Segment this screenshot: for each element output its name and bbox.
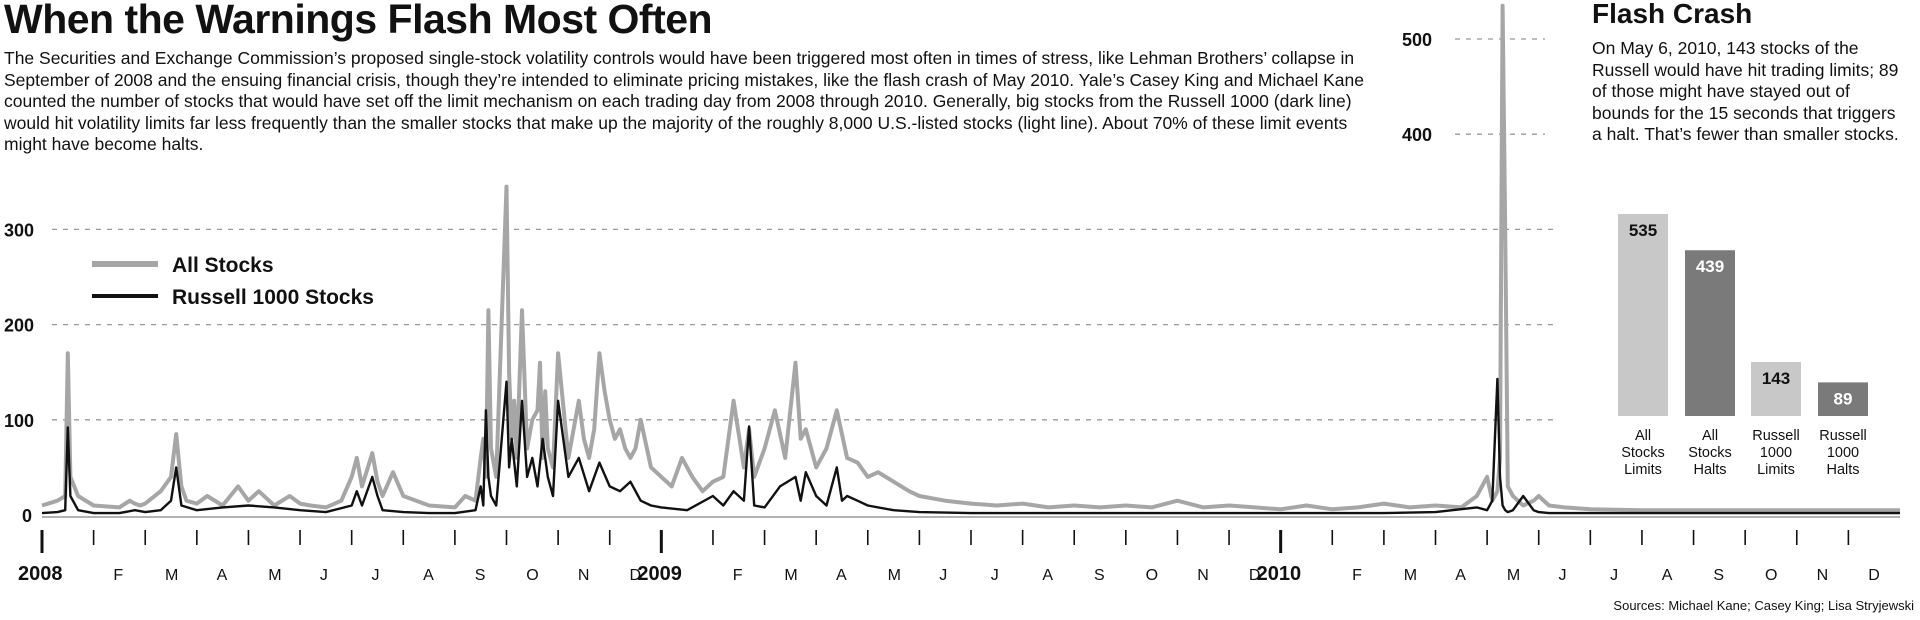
x-tick-label: J bbox=[320, 567, 328, 584]
legend-label-russell: Russell 1000 Stocks bbox=[172, 286, 374, 309]
y-tick-label: 0 bbox=[22, 506, 32, 526]
y-tick-label: 300 bbox=[4, 220, 34, 240]
x-tick-label: 2009 bbox=[637, 563, 682, 585]
bar-category-label: Russell bbox=[1752, 428, 1800, 444]
x-tick-label: F bbox=[733, 567, 743, 584]
x-tick-label: O bbox=[526, 567, 538, 584]
y-tick-label: 500 bbox=[1402, 30, 1432, 50]
y-tick-label: 200 bbox=[4, 316, 34, 336]
x-tick-label: O bbox=[1146, 567, 1158, 584]
x-tick-label: S bbox=[1713, 567, 1724, 584]
bar-value-label: 439 bbox=[1696, 257, 1724, 276]
x-tick-label: 2010 bbox=[1257, 563, 1302, 585]
x-tick-label: J bbox=[1559, 567, 1567, 584]
bar-category-label: Halts bbox=[1693, 462, 1726, 478]
x-tick-label: A bbox=[217, 567, 228, 584]
series-line-all-stocks bbox=[41, 3, 1900, 513]
sidebar-text: On May 6, 2010, 143 stocks of the Russel… bbox=[1592, 38, 1899, 144]
x-tick-label: J bbox=[939, 567, 947, 584]
bar-category-label: Limits bbox=[1624, 462, 1662, 478]
x-tick-label: D bbox=[1249, 567, 1261, 584]
x-tick-label: J bbox=[371, 567, 379, 584]
bar-value-label: 535 bbox=[1629, 221, 1657, 240]
bar-3 bbox=[1818, 382, 1868, 416]
intro-text: The Securities and Exchange Commission’s… bbox=[4, 48, 1364, 154]
x-tick-label: S bbox=[1094, 567, 1105, 584]
y-tick-label: 400 bbox=[1402, 125, 1432, 145]
bar-0 bbox=[1618, 214, 1668, 416]
x-tick-label: M bbox=[888, 567, 901, 584]
x-tick-label: A bbox=[1455, 567, 1466, 584]
bar-2 bbox=[1751, 362, 1801, 416]
bar-category-label: Limits bbox=[1757, 462, 1795, 478]
x-tick-label: A bbox=[1662, 567, 1673, 584]
x-tick-label: N bbox=[1817, 567, 1829, 584]
x-tick-label: J bbox=[991, 567, 999, 584]
bar-category-label: Stocks bbox=[1688, 445, 1732, 461]
bar-value-label: 143 bbox=[1762, 369, 1790, 388]
x-tick-label: J bbox=[1610, 567, 1618, 584]
sidebar-title: Flash Crash bbox=[1592, 0, 1753, 29]
x-tick-label: F bbox=[113, 567, 123, 584]
x-tick-label: M bbox=[1507, 567, 1520, 584]
x-tick-label: M bbox=[1404, 567, 1417, 584]
x-tick-label: D bbox=[630, 567, 642, 584]
x-tick-label: M bbox=[268, 567, 281, 584]
bar-1 bbox=[1685, 250, 1735, 416]
x-tick-label: O bbox=[1765, 567, 1777, 584]
bar-category-label: All bbox=[1702, 428, 1718, 444]
x-tick-label: N bbox=[578, 567, 590, 584]
series-line-russell-1000 bbox=[41, 377, 1900, 515]
bar-category-label: All bbox=[1635, 428, 1651, 444]
x-tick-label: D bbox=[1868, 567, 1880, 584]
x-tick-label: F bbox=[1352, 567, 1362, 584]
x-tick-label: 2008 bbox=[18, 563, 63, 585]
x-tick-label: A bbox=[423, 567, 434, 584]
y-tick-label: 100 bbox=[4, 411, 34, 431]
chart-title: When the Warnings Flash Most Often bbox=[4, 0, 713, 42]
bar-category-label: Halts bbox=[1826, 462, 1859, 478]
x-tick-label: N bbox=[1197, 567, 1209, 584]
x-tick-label: S bbox=[475, 567, 486, 584]
x-tick-label: A bbox=[836, 567, 847, 584]
bar-category-label: Stocks bbox=[1621, 445, 1665, 461]
x-tick-label: M bbox=[784, 567, 797, 584]
source-note: Sources: Michael Kane; Casey King; Lisa … bbox=[1613, 598, 1914, 613]
x-tick-label: M bbox=[165, 567, 178, 584]
bar-value-label: 89 bbox=[1834, 389, 1853, 408]
x-tick-label: A bbox=[1042, 567, 1053, 584]
bar-category-label: 1000 bbox=[1827, 445, 1859, 461]
bar-category-label: Russell bbox=[1819, 428, 1867, 444]
bar-category-label: 1000 bbox=[1760, 445, 1792, 461]
legend-label-all-stocks: All Stocks bbox=[172, 254, 274, 277]
